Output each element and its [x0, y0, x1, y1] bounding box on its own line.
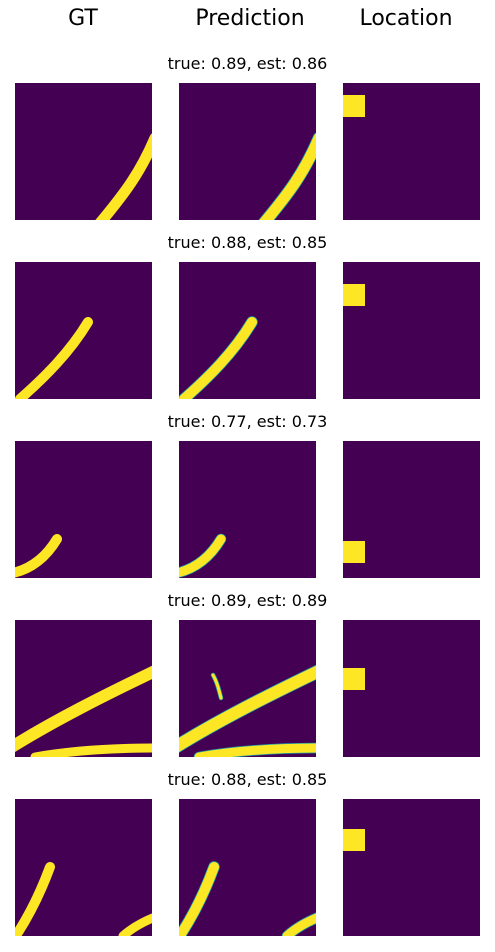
- gt-vessel: [30, 743, 152, 757]
- gt-vessel: [95, 133, 152, 220]
- gt-panel: [15, 799, 152, 936]
- gt-panel: [15, 83, 152, 220]
- location-panel: [343, 799, 480, 936]
- prediction-vessel: [211, 673, 223, 700]
- gt-vessel: [15, 862, 55, 936]
- gt-vessel: [15, 665, 152, 752]
- gt-panel: [15, 441, 152, 578]
- location-marker: [343, 668, 365, 690]
- row-title: true: 0.88, est: 0.85: [167, 770, 328, 789]
- location-panel: [343, 262, 480, 399]
- column-header-location: Location: [359, 6, 453, 31]
- prediction-panel: [179, 83, 316, 220]
- column-header-prediction: Prediction: [195, 6, 305, 31]
- prediction-vessel: [179, 534, 226, 578]
- location-marker: [343, 284, 365, 306]
- prediction-panel: [179, 620, 316, 757]
- location-marker: [343, 829, 365, 851]
- prediction-vessel: [259, 133, 316, 220]
- row-title: true: 0.89, est: 0.89: [167, 591, 328, 610]
- prediction-vessel: [179, 317, 257, 399]
- prediction-vessel: [194, 743, 316, 757]
- location-panel: [343, 620, 480, 757]
- gt-vessel: [15, 534, 62, 578]
- row-title: true: 0.89, est: 0.86: [167, 54, 328, 73]
- prediction-vessel: [179, 862, 219, 936]
- prediction-panel: [179, 262, 316, 399]
- prediction-vessel: [179, 665, 316, 752]
- column-header-gt: GT: [68, 6, 98, 31]
- prediction-panel: [179, 441, 316, 578]
- gt-panel: [15, 620, 152, 757]
- location-marker: [343, 541, 365, 563]
- gt-panel: [15, 262, 152, 399]
- location-marker: [343, 95, 365, 117]
- location-panel: [343, 83, 480, 220]
- gt-vessel: [118, 913, 152, 936]
- prediction-vessel: [282, 913, 316, 936]
- location-panel: [343, 441, 480, 578]
- row-title: true: 0.88, est: 0.85: [167, 233, 328, 252]
- prediction-panel: [179, 799, 316, 936]
- row-title: true: 0.77, est: 0.73: [167, 412, 328, 431]
- gt-vessel: [15, 317, 93, 399]
